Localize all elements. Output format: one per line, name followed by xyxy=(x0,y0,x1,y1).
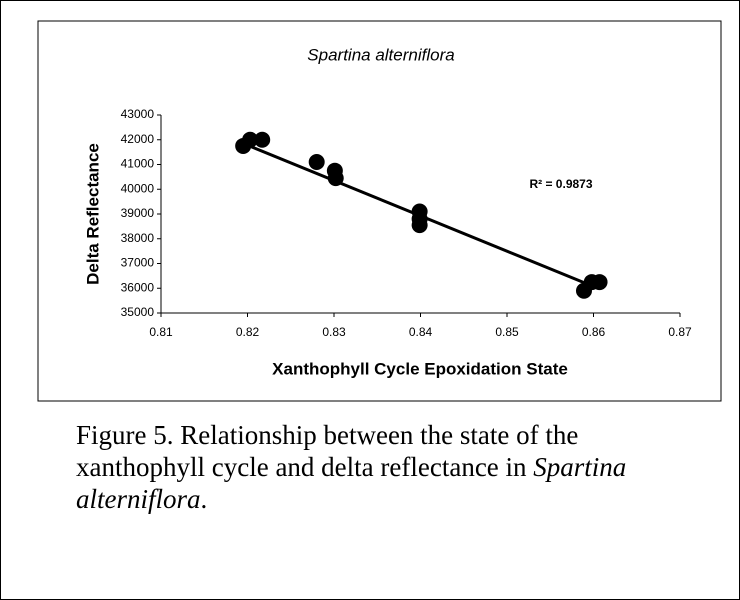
y-tick-label: 43000 xyxy=(121,107,155,121)
y-tick-label: 41000 xyxy=(121,157,155,171)
x-tick-label: 0.82 xyxy=(236,325,260,339)
y-tick-label: 42000 xyxy=(121,132,155,146)
x-tick-label: 0.83 xyxy=(322,325,346,339)
caption-species: Spartina alterniflora xyxy=(76,452,627,514)
trend-line xyxy=(242,142,599,290)
point xyxy=(254,131,271,148)
x-tick-label: 0.86 xyxy=(582,325,606,339)
x-tick-label: 0.84 xyxy=(409,325,433,339)
caption: Figure 5. Relationship between the state… xyxy=(76,419,636,515)
x-tick-label: 0.87 xyxy=(668,325,692,339)
y-tick-label: 35000 xyxy=(121,305,155,319)
y-tick-label: 37000 xyxy=(121,256,155,270)
chart: Spartina alterniflora Delta Reflectance … xyxy=(37,20,722,402)
caption-end: . xyxy=(200,484,208,514)
y-axis-label: Delta Reflectance xyxy=(83,143,102,285)
x-tick-label: 0.85 xyxy=(495,325,519,339)
caption-text: Figure 5. Relationship between the state… xyxy=(76,420,579,482)
y-tick-label: 36000 xyxy=(121,280,155,294)
chart-frame xyxy=(37,20,722,402)
x-tick-label: 0.81 xyxy=(149,325,173,339)
r-squared: R² = 0.9873 xyxy=(529,177,592,191)
point xyxy=(308,154,325,171)
y-tick-label: 39000 xyxy=(121,206,155,220)
y-tick-label: 38000 xyxy=(121,231,155,245)
point xyxy=(411,217,428,234)
y-tick-label: 40000 xyxy=(121,181,155,195)
x-axis-label: Xanthophyll Cycle Epoxidation State xyxy=(272,359,568,378)
chart-title: Spartina alterniflora xyxy=(307,45,454,64)
